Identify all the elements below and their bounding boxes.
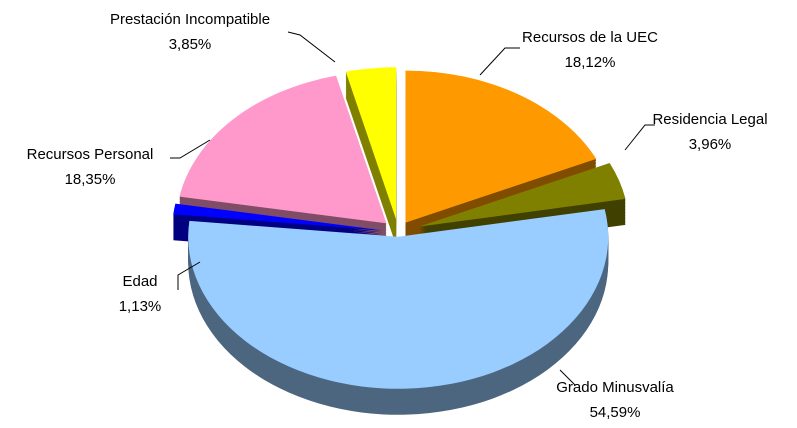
slice-value-label: 3,85% [169, 36, 212, 53]
leader-line [624, 124, 655, 151]
slice-value-label: 18,12% [565, 54, 616, 71]
slice-value-label: 3,96% [689, 136, 732, 153]
leader-line [177, 261, 201, 290]
leader-line [287, 31, 336, 63]
slice-value-label: 54,59% [590, 404, 641, 421]
slice-label: Prestación Incompatible [110, 11, 270, 28]
slice-label: Residencia Legal [652, 111, 767, 128]
slice-value-label: 1,13% [119, 298, 162, 315]
slice-value-label: 18,35% [65, 171, 116, 188]
slice [173, 203, 383, 231]
slice-label: Recursos Personal [27, 146, 154, 163]
slice-label: Edad [122, 273, 157, 290]
slice [188, 209, 609, 389]
slice-label: Recursos de la UEC [522, 29, 658, 46]
slice [179, 75, 387, 224]
slice [405, 70, 597, 223]
leader-line [170, 139, 211, 159]
slice [418, 162, 626, 227]
leader-line [559, 369, 576, 386]
slice-label: Grado Minusvalía [556, 379, 674, 396]
leader-line [479, 47, 520, 76]
slice [345, 67, 397, 220]
